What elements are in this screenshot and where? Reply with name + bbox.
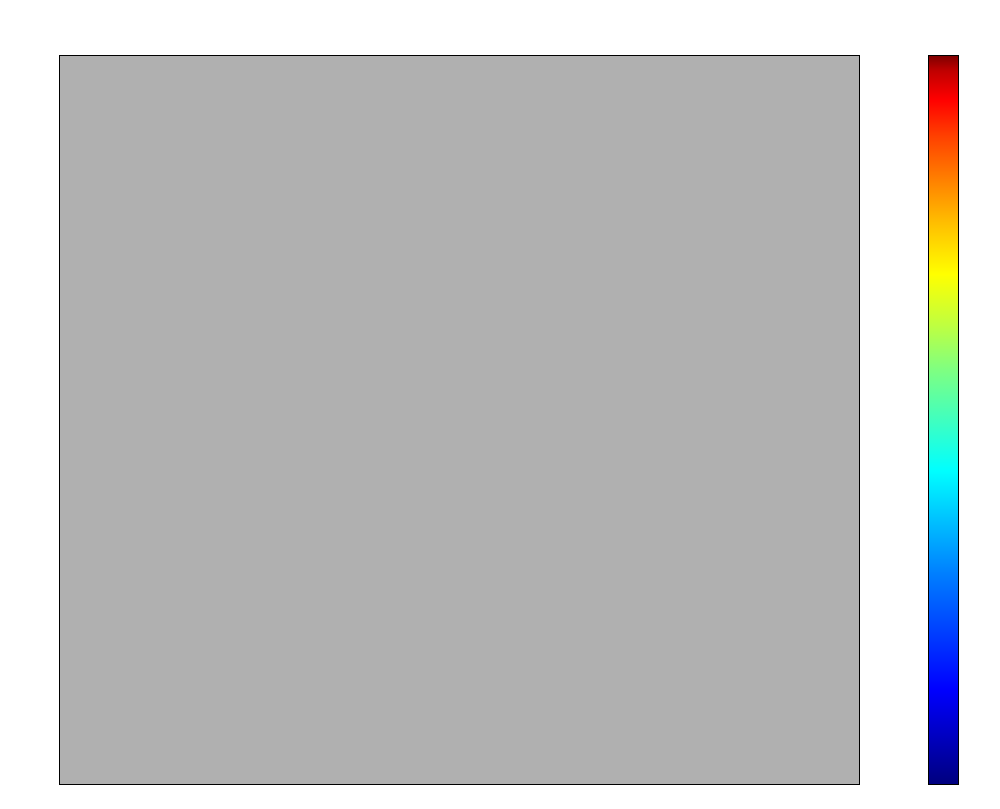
colorbar-gradient bbox=[929, 56, 958, 784]
colorbar bbox=[928, 55, 959, 785]
sst-heatmap-canvas bbox=[60, 56, 859, 784]
sst-map bbox=[59, 55, 860, 785]
